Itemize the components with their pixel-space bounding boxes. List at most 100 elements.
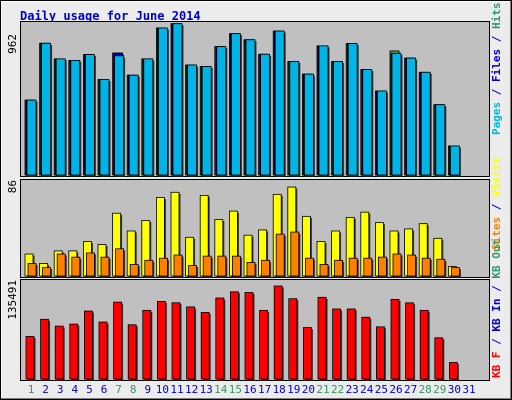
legend-part-2: Files bbox=[490, 49, 503, 82]
bar-kbf-day-21 bbox=[317, 296, 327, 380]
bar-pages-day-5 bbox=[85, 54, 95, 176]
bar-pages-day-13 bbox=[201, 66, 212, 176]
bar-sites-day-12 bbox=[188, 265, 198, 277]
legend-part-2: Visits bbox=[490, 157, 503, 197]
legend-part-0: KB F bbox=[490, 352, 503, 379]
bar-kbf-day-14 bbox=[215, 297, 225, 380]
day-label-12: 12 bbox=[185, 383, 198, 396]
day-label-2: 2 bbox=[42, 383, 49, 396]
bar-pages-day-20 bbox=[303, 73, 314, 176]
day-label-28: 28 bbox=[419, 383, 432, 396]
y-max-label-visits: 86 bbox=[6, 180, 19, 193]
bar-kbf-day-7 bbox=[113, 301, 122, 380]
legend-part-1: / bbox=[490, 197, 503, 217]
day-label-23: 23 bbox=[346, 383, 359, 396]
bars-kbytes bbox=[25, 285, 459, 381]
bar-sites-day-7 bbox=[115, 248, 124, 277]
bar-kbf-day-20 bbox=[302, 327, 312, 380]
bar-sites-day-13 bbox=[202, 255, 212, 277]
bar-sites-day-14 bbox=[217, 255, 227, 277]
bar-kbf-day-1 bbox=[25, 336, 35, 380]
bar-sites-day-5 bbox=[86, 252, 95, 277]
day-label-24: 24 bbox=[360, 383, 374, 396]
bar-kbf-day-5 bbox=[84, 310, 93, 380]
bar-pages-day-23 bbox=[347, 43, 358, 176]
day-label-8: 8 bbox=[130, 383, 137, 396]
bar-sites-day-23 bbox=[348, 257, 358, 277]
bar-pages-day-25 bbox=[376, 90, 387, 176]
bar-pages-day-26 bbox=[391, 53, 402, 176]
bar-kbf-day-17 bbox=[259, 309, 269, 380]
bar-sites-day-16 bbox=[246, 261, 256, 277]
bar-pages-day-16 bbox=[245, 39, 256, 176]
bar-kbf-day-18 bbox=[273, 285, 283, 380]
bar-kbf-day-28 bbox=[419, 309, 429, 380]
bars-visits-sites bbox=[24, 186, 461, 278]
bar-pages-day-22 bbox=[333, 61, 344, 176]
day-label-9: 9 bbox=[144, 383, 151, 396]
legend-part-1: / bbox=[490, 82, 503, 102]
bar-sites-day-25 bbox=[377, 256, 387, 277]
bar-sites-day-28 bbox=[421, 257, 431, 277]
legend-part-1: / bbox=[490, 332, 503, 352]
day-label-11: 11 bbox=[170, 383, 183, 396]
bar-pages-day-24 bbox=[362, 69, 373, 176]
x-axis-day-labels: 1 2 3 4 5 6 7 8 9 10 11 12 13 14 15 16 17 18 19 20 21 22 23 24 2… bbox=[28, 383, 476, 396]
bar-sites-day-11 bbox=[173, 254, 183, 277]
bar-pages-day-29 bbox=[435, 104, 446, 176]
bar-kbf-day-29 bbox=[434, 337, 444, 380]
bar-sites-day-27 bbox=[407, 254, 417, 277]
bar-sites-day-9 bbox=[144, 259, 154, 277]
chart-title: Daily usage for June 2014 bbox=[20, 9, 201, 23]
legend-part-2: KB In bbox=[490, 299, 503, 332]
day-label-19: 19 bbox=[287, 383, 300, 396]
bar-kbf-day-15 bbox=[229, 291, 239, 380]
bar-pages-day-14 bbox=[216, 46, 227, 176]
day-label-6: 6 bbox=[101, 383, 108, 396]
bar-kbf-day-23 bbox=[346, 308, 356, 380]
day-label-14: 14 bbox=[214, 383, 228, 396]
bar-kbf-day-22 bbox=[332, 308, 342, 380]
day-label-3: 3 bbox=[57, 383, 64, 396]
bar-sites-day-22 bbox=[334, 259, 344, 277]
legend-part-0: Sites bbox=[490, 217, 503, 250]
bar-kbf-day-19 bbox=[288, 298, 298, 380]
bar-sites-day-29 bbox=[436, 258, 446, 277]
legend-kbytes: KB F / KB In / KB Out bbox=[490, 239, 503, 378]
bar-pages-day-11 bbox=[172, 23, 183, 176]
panel-hits-files-pages: 962 Pages / Files / Hits bbox=[6, 3, 503, 177]
day-label-22: 22 bbox=[331, 383, 344, 396]
bar-sites-day-10 bbox=[158, 257, 168, 277]
day-label-5: 5 bbox=[86, 383, 93, 396]
y-max-label-kbytes: 135491 bbox=[6, 280, 19, 320]
bar-kbf-day-24 bbox=[361, 316, 371, 380]
bar-pages-day-12 bbox=[187, 64, 198, 176]
bar-kbf-day-8 bbox=[127, 324, 137, 380]
bar-pages-day-1 bbox=[26, 99, 37, 176]
bar-pages-day-3 bbox=[55, 58, 66, 176]
day-label-29: 29 bbox=[433, 383, 446, 396]
bar-pages-day-2 bbox=[41, 42, 51, 176]
bar-pages-day-7 bbox=[114, 55, 124, 176]
bar-kbf-day-16 bbox=[244, 292, 254, 380]
bar-kbf-day-12 bbox=[186, 306, 196, 380]
bar-pages-day-21 bbox=[318, 45, 329, 176]
bar-kbf-day-13 bbox=[200, 312, 210, 380]
bar-kbf-day-26 bbox=[390, 298, 400, 380]
bar-kbf-day-11 bbox=[171, 302, 181, 380]
bar-sites-day-30 bbox=[450, 267, 460, 277]
bar-kbf-day-3 bbox=[54, 325, 64, 380]
day-label-4: 4 bbox=[71, 383, 78, 396]
bar-sites-day-8 bbox=[129, 264, 139, 277]
legend-part-0: Pages bbox=[490, 102, 503, 135]
day-label-26: 26 bbox=[389, 383, 402, 396]
day-label-17: 17 bbox=[258, 383, 271, 396]
bars-hits-files-pages bbox=[24, 23, 461, 177]
day-label-1: 1 bbox=[28, 383, 35, 396]
day-label-15: 15 bbox=[229, 383, 242, 396]
bar-sites-day-19 bbox=[290, 231, 300, 277]
day-label-30: 30 bbox=[448, 383, 461, 396]
day-label-18: 18 bbox=[273, 383, 286, 396]
bar-pages-day-30 bbox=[449, 145, 460, 176]
legend-part-3: / bbox=[490, 29, 503, 49]
